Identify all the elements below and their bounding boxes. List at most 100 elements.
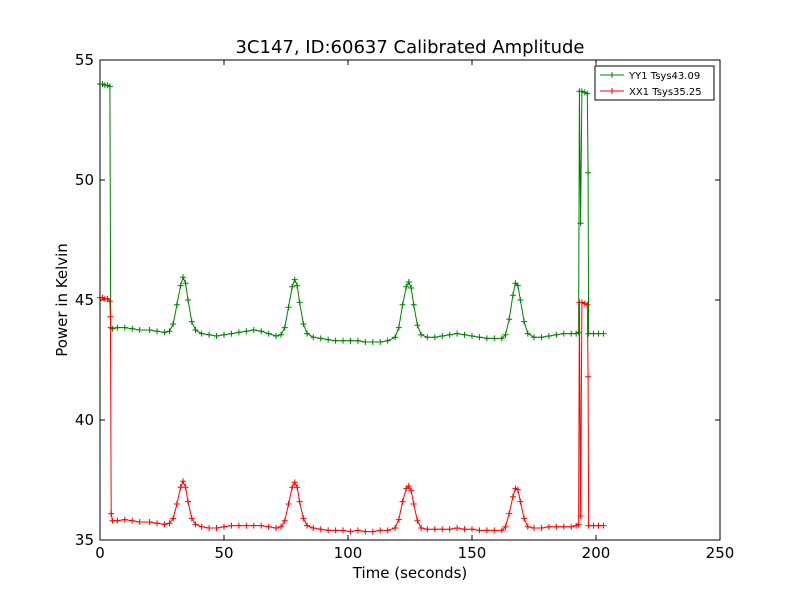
data-point	[538, 334, 545, 341]
data-point	[575, 329, 582, 336]
data-point	[560, 523, 567, 530]
data-point	[424, 334, 431, 341]
data-point	[161, 329, 168, 336]
data-point	[498, 335, 505, 342]
data-point	[221, 523, 227, 530]
data-point	[575, 521, 582, 528]
series-layer	[97, 81, 607, 535]
data-point	[395, 324, 402, 331]
data-point	[461, 331, 468, 338]
data-point	[600, 330, 607, 337]
y-tick-label: 40	[75, 411, 94, 429]
data-point	[188, 515, 195, 522]
data-point	[584, 301, 591, 308]
data-point	[129, 325, 136, 332]
data-point	[446, 331, 453, 338]
data-point	[392, 334, 399, 341]
data-point	[294, 282, 301, 289]
data-point	[517, 297, 524, 303]
data-point	[439, 333, 446, 339]
data-point	[340, 527, 347, 534]
data-point	[192, 521, 199, 528]
data-point	[161, 521, 168, 528]
data-point	[180, 478, 187, 485]
plot-frame	[99, 59, 721, 541]
series-0	[97, 81, 607, 345]
data-point	[198, 523, 205, 530]
data-point	[332, 527, 339, 534]
data-point	[265, 523, 272, 530]
data-point	[317, 335, 324, 342]
data-point	[235, 522, 242, 529]
data-point	[106, 83, 113, 90]
data-point	[531, 334, 537, 341]
data-point	[553, 523, 560, 530]
data-point	[114, 517, 121, 524]
data-point	[265, 330, 272, 337]
data-point	[524, 523, 531, 530]
data-point	[198, 330, 205, 337]
data-point	[146, 327, 153, 333]
data-point	[568, 523, 575, 530]
data-point	[294, 484, 301, 491]
data-point	[600, 522, 607, 529]
data-point	[310, 334, 317, 341]
data-point	[405, 279, 412, 285]
x-tick-label: 50	[214, 544, 233, 562]
data-point	[584, 90, 591, 97]
data-point	[354, 527, 361, 534]
data-point	[347, 528, 354, 535]
ticks-layer: 0 50 100 150 200 250 35 40 45 50 55	[75, 51, 734, 562]
y-tick-label: 55	[75, 51, 94, 69]
x-tick-label: 100	[334, 544, 363, 562]
data-point	[414, 517, 421, 524]
data-point	[506, 510, 513, 517]
legend-marker	[609, 72, 615, 78]
data-point	[121, 516, 128, 523]
data-point	[545, 523, 552, 530]
data-point	[273, 333, 280, 339]
data-point	[392, 525, 399, 531]
data-point	[469, 526, 475, 533]
data-point	[206, 331, 213, 338]
data-point	[221, 331, 227, 338]
data-point	[228, 522, 235, 529]
data-point	[325, 527, 332, 534]
data-point	[483, 527, 490, 534]
x-tick-label: 250	[706, 544, 735, 562]
data-point	[213, 333, 220, 339]
data-point	[369, 528, 376, 535]
data-point	[410, 301, 417, 308]
data-point	[377, 339, 384, 345]
data-point	[170, 515, 177, 522]
data-point	[206, 525, 213, 531]
data-point	[578, 299, 585, 306]
data-point	[362, 528, 369, 535]
data-point	[454, 525, 461, 531]
data-point	[545, 333, 552, 339]
data-point	[317, 526, 324, 533]
legend-marker	[609, 88, 615, 94]
data-point	[166, 328, 173, 335]
data-point	[418, 525, 425, 531]
data-point	[291, 479, 298, 486]
data-point	[173, 501, 180, 507]
x-tick-label: 200	[582, 544, 611, 562]
data-point	[278, 331, 285, 338]
data-point	[304, 330, 311, 337]
data-point	[146, 519, 153, 525]
data-point	[384, 527, 391, 534]
data-point	[454, 330, 461, 337]
y-tick-label: 50	[75, 171, 94, 189]
data-point	[273, 525, 280, 531]
data-point	[521, 318, 528, 325]
data-point	[509, 493, 516, 500]
legend-item: XX1 Tsys35.25	[600, 87, 702, 98]
data-point	[399, 301, 406, 308]
data-point	[243, 522, 250, 529]
data-point	[340, 337, 347, 344]
data-point	[281, 517, 288, 524]
data-point	[514, 282, 521, 289]
data-point	[585, 373, 592, 380]
